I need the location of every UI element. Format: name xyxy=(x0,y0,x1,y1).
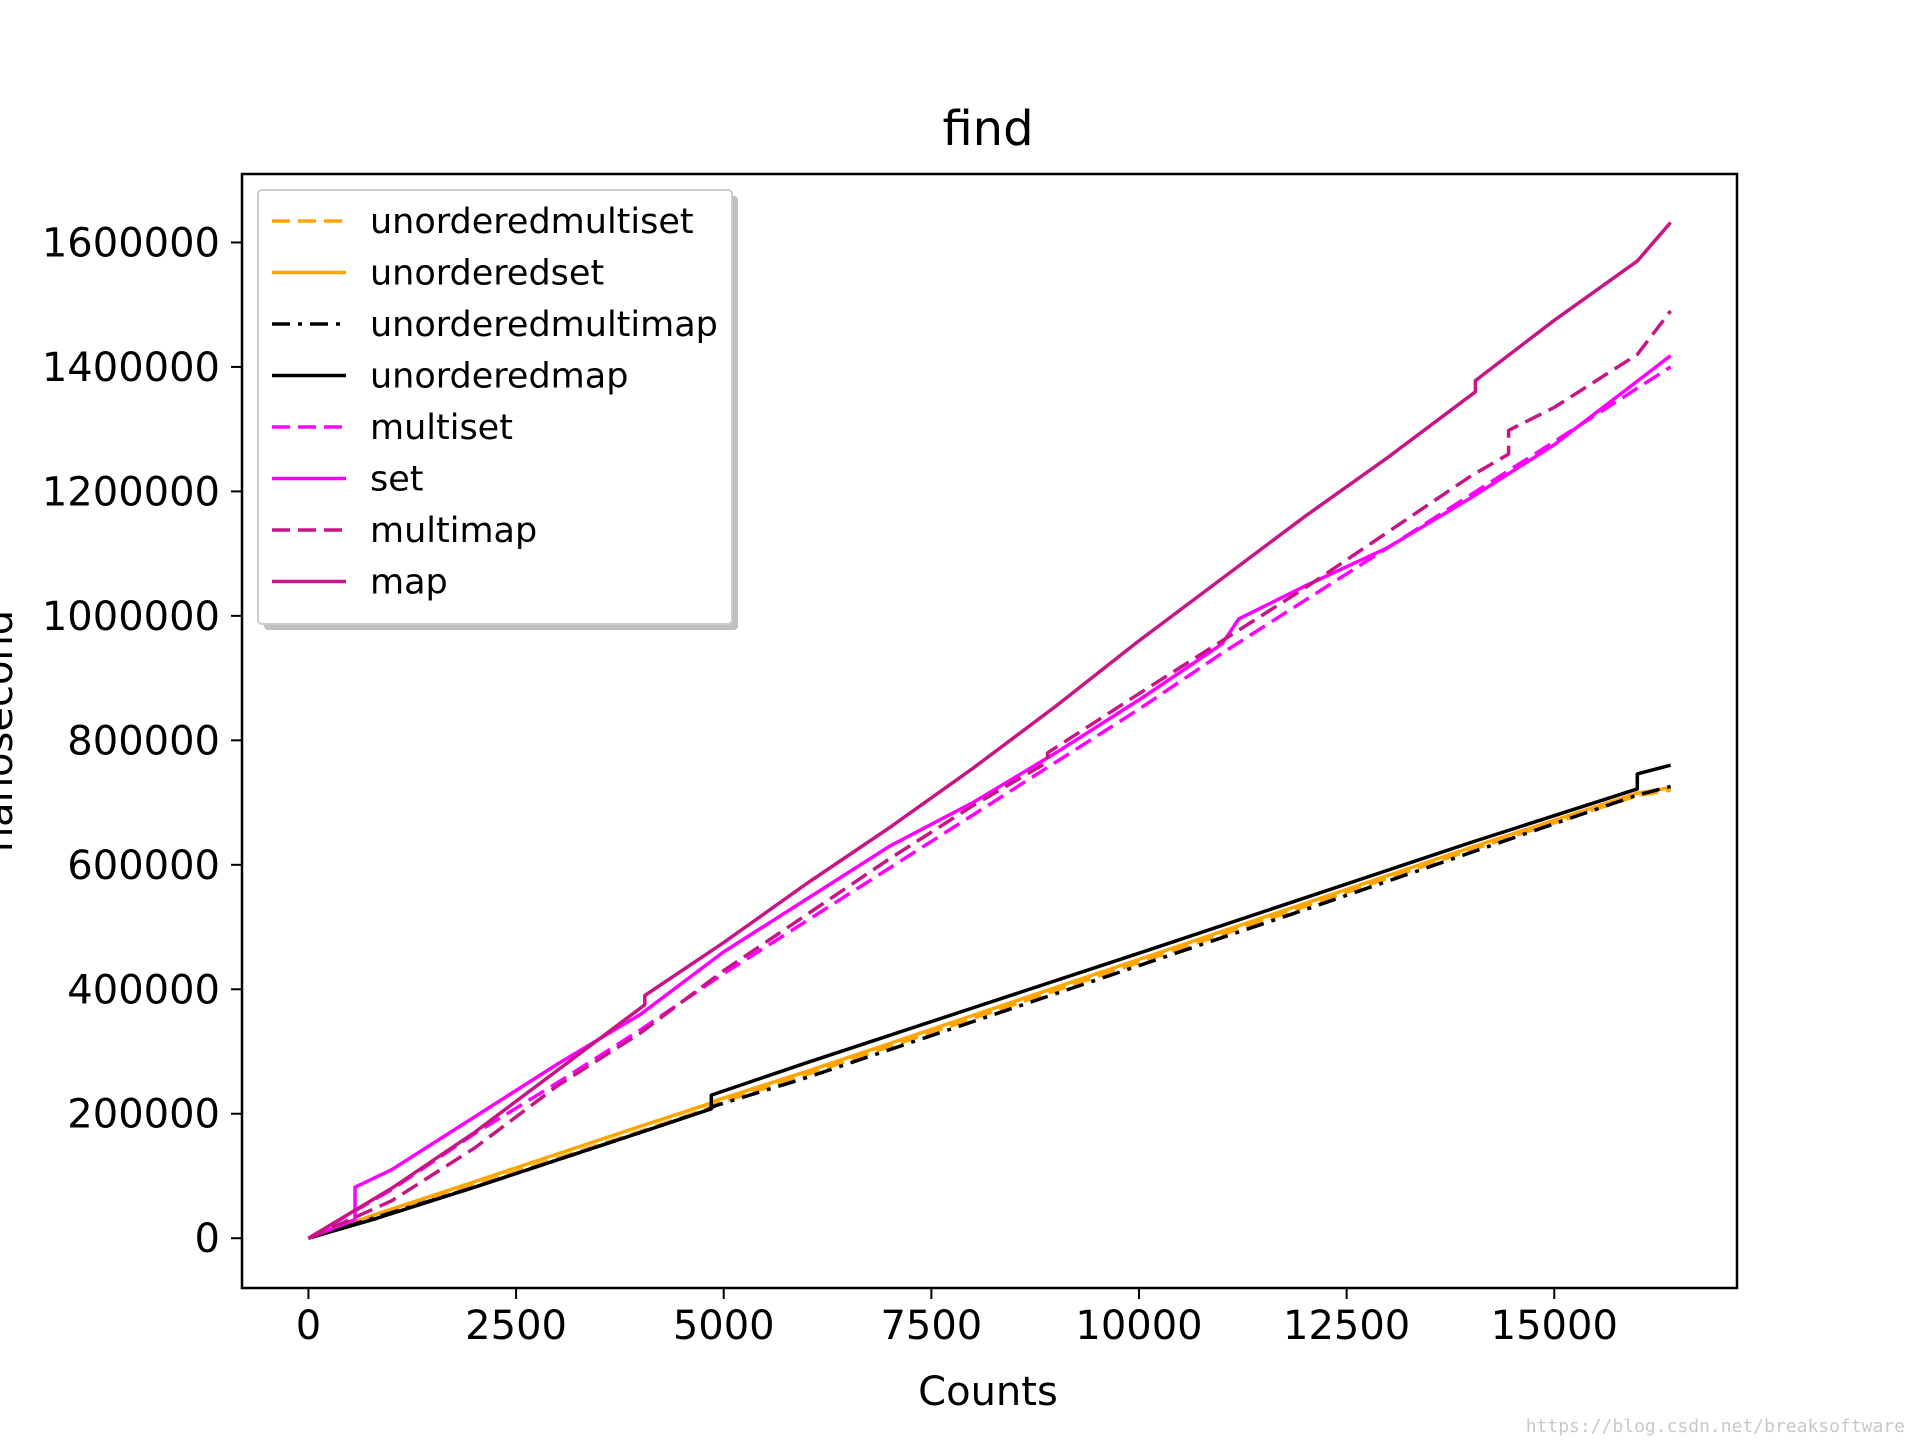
y-tick-label: 1000000 xyxy=(42,594,220,640)
y-tick-label: 1400000 xyxy=(42,345,220,391)
legend-label-unorderedmultiset: unorderedmultiset xyxy=(370,202,694,242)
y-axis: 0 200000 400000 600000 800000 1000000 1200000 1… xyxy=(42,220,242,1262)
series-line-unorderedmap xyxy=(307,763,1672,1240)
y-tick-label: 1200000 xyxy=(42,469,220,515)
legend-label-multimap: multimap xyxy=(370,511,537,551)
plot-frame xyxy=(240,172,1739,1290)
x-tick-label: 12500 xyxy=(1283,1303,1410,1349)
x-axis-label: Counts xyxy=(918,1369,1058,1415)
x-tick-label: 2500 xyxy=(465,1303,567,1349)
series-line-multimap xyxy=(307,309,1672,1240)
x-tick-label: 10000 xyxy=(1075,1303,1202,1349)
x-tick-label: 5000 xyxy=(673,1303,775,1349)
legend-label-unorderedset: unorderedset xyxy=(370,254,604,294)
legend: unorderedmultiset unorderedset unorderedmu… xyxy=(257,189,738,630)
series-line-unorderedset xyxy=(307,785,1671,1240)
series-line-set xyxy=(307,354,1672,1240)
watermark: https://blog.csdn.net/breaksoftware xyxy=(1526,1416,1905,1437)
x-tick-label: 7500 xyxy=(880,1303,982,1349)
legend-label-set: set xyxy=(370,460,424,500)
series-layer xyxy=(307,221,1672,1240)
y-tick-label: 0 xyxy=(195,1216,220,1262)
y-tick-label: 1600000 xyxy=(42,220,220,266)
y-tick-label: 200000 xyxy=(67,1092,220,1138)
x-tick-label: 15000 xyxy=(1491,1303,1618,1349)
chart-title: find xyxy=(942,101,1033,157)
y-tick-label: 800000 xyxy=(67,718,220,764)
legend-label-unorderedmap: unorderedmap xyxy=(370,357,628,397)
series-line-map xyxy=(307,221,1672,1240)
legend-label-unorderedmultimap: unorderedmultimap xyxy=(370,305,718,345)
legend-label-map: map xyxy=(370,563,448,603)
y-tick-label: 400000 xyxy=(67,967,220,1013)
y-tick-label: 600000 xyxy=(67,843,220,889)
series-line-unorderedmultiset xyxy=(307,788,1671,1240)
y-axis-label: nanosecond xyxy=(0,610,22,852)
x-tick-label: 0 xyxy=(296,1303,321,1349)
x-axis: 0 2500 5000 7500 10000 12500 15000 xyxy=(296,1288,1618,1349)
legend-label-multiset: multiset xyxy=(370,408,513,448)
legend-box xyxy=(257,189,733,625)
series-line-unorderedmultimap xyxy=(307,784,1672,1240)
